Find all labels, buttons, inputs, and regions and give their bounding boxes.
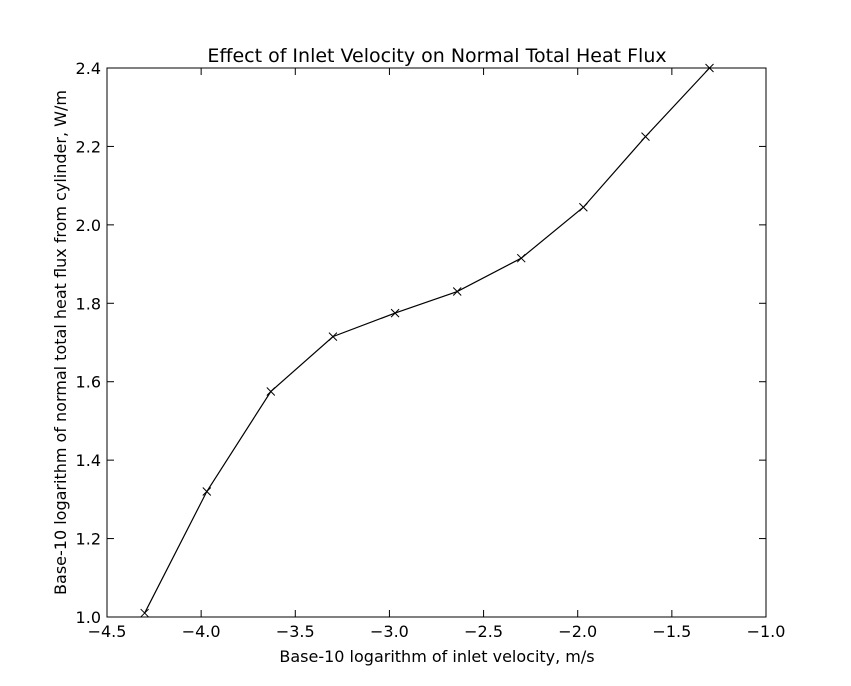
y-tick-label: 2.2 bbox=[76, 137, 101, 156]
data-point-marker bbox=[579, 202, 588, 212]
x-tick-label: −1.0 bbox=[747, 622, 786, 641]
x-tick-label: −3.5 bbox=[276, 622, 315, 641]
data-point-marker bbox=[516, 253, 526, 263]
x-tick-label: −2.0 bbox=[558, 622, 597, 641]
y-axis-label: Base-10 logarithm of normal total heat f… bbox=[51, 90, 70, 595]
y-tick-label: 1.2 bbox=[76, 530, 101, 549]
x-axis: −4.5 −4.0 −3.5 −3.0 −2.5 −2.0 −1.5 −1.0 bbox=[88, 68, 786, 641]
data-point-marker bbox=[266, 387, 276, 396]
series-layer bbox=[140, 63, 714, 618]
y-tick-label: 2.0 bbox=[76, 216, 101, 235]
x-tick-label: −2.5 bbox=[464, 622, 503, 641]
data-point-marker bbox=[390, 308, 400, 318]
data-point-marker bbox=[452, 287, 462, 296]
x-tick-label: −4.5 bbox=[88, 622, 127, 641]
y-axis: 1.0 1.2 1.4 1.6 1.8 2.0 2.2 2.4 bbox=[76, 59, 766, 627]
plot-area-frame bbox=[106, 67, 767, 618]
data-point-marker bbox=[641, 132, 650, 141]
x-tick-label: −3.0 bbox=[370, 622, 409, 641]
y-tick-label: 1.0 bbox=[76, 608, 101, 627]
data-point-marker bbox=[202, 487, 212, 496]
data-point-marker bbox=[328, 332, 338, 341]
y-tick-label: 2.4 bbox=[76, 59, 101, 78]
series-line bbox=[144, 67, 710, 614]
x-tick-label: −1.5 bbox=[652, 622, 691, 641]
x-tick-label: −4.0 bbox=[182, 622, 221, 641]
y-tick-label: 1.6 bbox=[76, 373, 101, 392]
chart-title: Effect of Inlet Velocity on Normal Total… bbox=[207, 45, 666, 67]
data-point-marker bbox=[140, 608, 150, 618]
y-tick-label: 1.8 bbox=[76, 294, 101, 313]
data-point-marker bbox=[705, 63, 714, 73]
y-tick-label: 1.4 bbox=[76, 451, 101, 470]
x-axis-label: Base-10 logarithm of inlet velocity, m/s bbox=[279, 647, 594, 666]
